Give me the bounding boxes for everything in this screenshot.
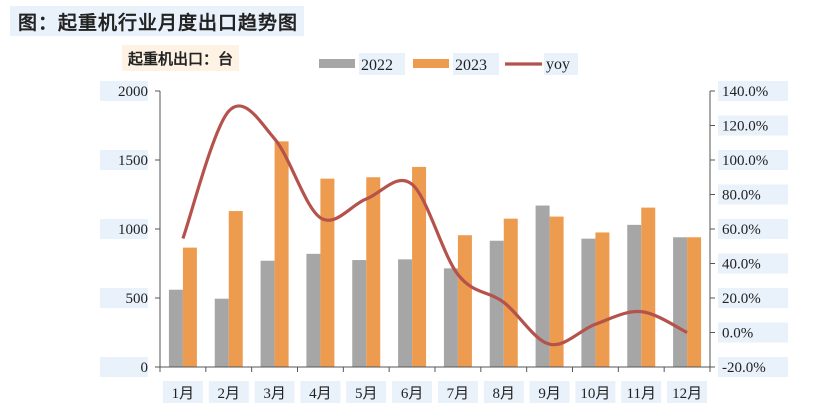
bar-2022 xyxy=(489,240,504,367)
bar-2022 xyxy=(443,268,458,367)
yoy-line xyxy=(181,104,688,347)
y2-tick-label: 0.0% xyxy=(722,326,753,342)
y2-tick-label: 60.0% xyxy=(722,222,761,238)
bar-2023 xyxy=(274,141,289,367)
x-tick-bg xyxy=(483,381,524,403)
legend-label-bg xyxy=(359,53,405,75)
x-tick-bg xyxy=(437,381,478,403)
y2-tick-label: 80.0% xyxy=(722,188,761,204)
x-tick-label: 12月 xyxy=(672,386,702,402)
x-tick-label: 11月 xyxy=(627,386,656,402)
legend-label-yoy: yoy xyxy=(546,56,570,73)
x-tick-label: 5月 xyxy=(355,386,378,402)
bar-2022 xyxy=(398,259,413,367)
bar-2023 xyxy=(228,211,243,367)
x-tick-bg xyxy=(392,381,433,403)
bar-2023 xyxy=(457,235,472,367)
y2-tick-bg xyxy=(718,115,788,136)
bar-2023 xyxy=(641,207,656,367)
legend-label-2022: 2022 xyxy=(361,57,393,74)
bar-2023 xyxy=(687,237,702,367)
bar-2022 xyxy=(168,289,183,367)
bar-2023 xyxy=(549,216,564,367)
y-tick-bg xyxy=(100,357,148,377)
x-tick-label: 7月 xyxy=(447,386,470,402)
x-tick-label: 1月 xyxy=(172,386,195,402)
y2-tick-bg xyxy=(718,322,788,343)
legend-label-bg xyxy=(544,53,578,75)
x-tick-bg xyxy=(254,381,295,403)
y-tick-bg xyxy=(100,288,148,308)
y-tick-label: 0 xyxy=(141,360,149,376)
bar-2023 xyxy=(412,166,427,367)
y2-tick-bg xyxy=(718,150,788,170)
y2-tick-label: -20.0% xyxy=(722,360,766,376)
x-tick-bg xyxy=(575,381,616,403)
y-tick-label: 2000 xyxy=(118,84,148,100)
y2-tick-bg xyxy=(718,253,788,274)
x-tick-bg xyxy=(346,381,387,403)
x-tick-label: 3月 xyxy=(263,386,286,402)
bar-2022 xyxy=(673,237,688,367)
legend-swatch-2022 xyxy=(319,59,355,68)
x-tick-bg xyxy=(529,381,570,403)
x-tick-bg xyxy=(300,381,341,403)
y-tick-bg xyxy=(100,219,148,239)
bar-2022 xyxy=(581,238,596,367)
x-tick-label: 4月 xyxy=(309,386,332,402)
bar-2023 xyxy=(182,247,197,367)
x-tick-label: 8月 xyxy=(492,386,515,402)
bar-2022 xyxy=(214,298,229,367)
x-tick-label: 10月 xyxy=(580,386,610,402)
bar-2023 xyxy=(320,178,335,367)
bar-2022 xyxy=(627,224,642,367)
y2-tick-label: 120.0% xyxy=(722,119,768,135)
bar-2022 xyxy=(306,253,321,367)
y2-tick-label: 20.0% xyxy=(722,291,761,307)
unit-label: 起重机出口：台 xyxy=(122,45,240,71)
bar-2023 xyxy=(595,232,610,367)
x-tick-label: 2月 xyxy=(217,386,240,402)
y2-tick-label: 140.0% xyxy=(722,84,768,100)
x-tick-bg xyxy=(667,381,708,403)
legend-label-2023: 2023 xyxy=(455,57,487,74)
x-tick-label: 9月 xyxy=(538,386,561,402)
y-tick-label: 1500 xyxy=(118,153,148,169)
y2-tick-label: 40.0% xyxy=(722,257,761,273)
x-tick-bg xyxy=(208,381,249,403)
bar-2023 xyxy=(366,177,381,367)
bar-2023 xyxy=(503,218,518,367)
y2-tick-bg xyxy=(718,81,788,101)
chart-title: 图：起重机行业月度出口趋势图 xyxy=(10,6,305,36)
y2-tick-bg xyxy=(718,357,788,377)
y2-tick-label: 100.0% xyxy=(722,153,768,169)
bar-2022 xyxy=(535,205,550,367)
x-tick-bg xyxy=(162,381,203,403)
y-tick-bg xyxy=(100,150,148,170)
legend-swatch-2023 xyxy=(413,59,449,68)
x-tick-bg xyxy=(621,381,662,403)
y-tick-bg xyxy=(100,81,148,101)
y2-tick-bg xyxy=(718,184,788,205)
y2-tick-bg xyxy=(718,288,788,308)
bar-2022 xyxy=(260,260,275,367)
y-tick-label: 500 xyxy=(126,291,149,307)
y-tick-label: 1000 xyxy=(118,222,148,238)
legend-label-bg xyxy=(453,53,499,75)
y2-tick-bg xyxy=(718,219,788,239)
bar-2022 xyxy=(352,260,367,367)
x-tick-label: 6月 xyxy=(401,386,424,402)
